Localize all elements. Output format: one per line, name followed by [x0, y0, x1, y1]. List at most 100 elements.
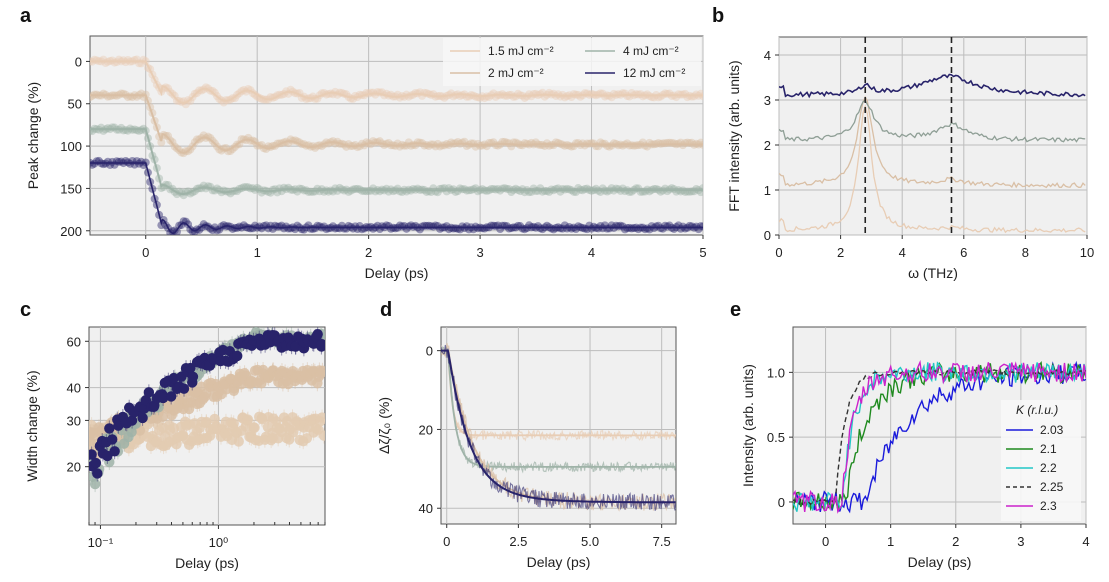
- data-point: [335, 224, 344, 233]
- panel-label-b: b: [712, 5, 724, 27]
- data-point: [215, 145, 224, 154]
- data-point: [92, 468, 103, 479]
- y-tick-label: 0: [764, 228, 771, 243]
- data-point: [429, 222, 438, 231]
- data-point: [233, 436, 244, 447]
- data-point: [598, 224, 607, 233]
- x-tick-label: 6: [960, 245, 967, 260]
- scatter-series: [89, 327, 325, 482]
- data-point: [190, 138, 199, 147]
- data-point: [418, 222, 427, 231]
- data-point: [157, 411, 169, 423]
- x-tick-label: 1: [887, 534, 894, 549]
- data-point: [328, 222, 337, 231]
- x-tick-label: 0: [775, 245, 782, 260]
- y-tick-label: 60: [67, 334, 81, 349]
- x-tick-label: 8: [1022, 245, 1029, 260]
- y-axis-label: FFT intensity (arb. units): [726, 60, 742, 211]
- x-tick-label: 0: [443, 534, 450, 549]
- data-point: [378, 222, 387, 231]
- y-tick-label: 40: [419, 501, 433, 516]
- data-point: [178, 383, 190, 394]
- y-tick-label: 150: [60, 181, 82, 196]
- legend-label: 2.3: [1040, 499, 1057, 513]
- plot-marks: [441, 343, 676, 512]
- data-point: [473, 224, 482, 233]
- legend-label: 2 mJ cm⁻²: [488, 66, 544, 80]
- data-point: [312, 328, 323, 340]
- legend: K (r.l.u.) 2.03 2.1 2.2 2.25 2.3: [1001, 400, 1081, 521]
- x-axis-label: Delay (ps): [527, 554, 591, 570]
- panel-e: e 0 1 2 3 4 0 0.5 1.0 Delay (ps) Intensity (arb. u…: [730, 299, 1090, 570]
- data-point: [99, 160, 108, 169]
- data-point: [663, 222, 672, 231]
- data-point: [594, 224, 603, 233]
- x-tick-label: 2: [365, 245, 372, 260]
- data-point: [547, 224, 556, 233]
- data-point: [208, 226, 217, 235]
- data-point: [316, 339, 325, 350]
- x-tick-label: 2.5: [509, 534, 527, 549]
- panel-c: c 10⁻¹ 10⁰ 20 30 40 60 Delay (ps) Width change (…: [20, 299, 326, 571]
- legend-label: 1.5 mJ cm⁻²: [488, 44, 554, 58]
- x-tick-label: 4: [1082, 534, 1089, 549]
- data-point: [184, 220, 193, 229]
- y-axis-label: Intensity (arb. units): [740, 364, 756, 487]
- data-point: [90, 457, 102, 469]
- panel-d: d 0 2.5 5.0 7.5 0 20 40 Delay (ps) Δζ/ζ₀ (%): [376, 299, 677, 570]
- data-point: [108, 157, 117, 166]
- data-point: [157, 184, 166, 193]
- data-point: [89, 449, 97, 460]
- series-line: [90, 94, 703, 154]
- x-tick-label: 4: [899, 245, 906, 260]
- x-axis-label: ω (THz): [908, 265, 958, 281]
- data-point: [699, 222, 703, 231]
- x-axis-label: Delay (ps): [908, 554, 972, 570]
- data-point: [627, 224, 636, 233]
- data-point: [351, 222, 360, 231]
- x-tick-label: 1: [254, 245, 261, 260]
- y-tick-label: 20: [67, 460, 81, 475]
- data-point: [360, 224, 369, 233]
- data-point: [391, 224, 400, 233]
- data-point: [681, 224, 690, 233]
- data-point: [518, 224, 527, 233]
- legend: 1.5 mJ cm⁻² 2 mJ cm⁻² 4 mJ cm⁻² 12 mJ cm⁻²: [443, 38, 701, 86]
- data-point: [340, 224, 349, 233]
- data-point: [652, 222, 661, 231]
- data-point: [253, 92, 262, 101]
- plot-area: [440, 326, 677, 525]
- data-point: [618, 222, 627, 231]
- data-point: [109, 446, 120, 457]
- data-point: [165, 391, 177, 402]
- y-tick-label: 100: [60, 139, 82, 154]
- panel-label-a: a: [20, 5, 32, 27]
- panel-label-d: d: [380, 299, 392, 321]
- data-point: [201, 222, 210, 231]
- legend-label: 12 mJ cm⁻²: [623, 66, 685, 80]
- data-point: [458, 222, 467, 231]
- data-point: [331, 224, 340, 233]
- legend-label: 2.2: [1040, 461, 1057, 475]
- data-point: [462, 222, 471, 231]
- data-point: [324, 224, 333, 233]
- data-point: [206, 224, 215, 233]
- data-point: [536, 224, 545, 233]
- legend-label: 2.1: [1040, 442, 1057, 456]
- fft-series-line: [779, 73, 1086, 99]
- legend-box: [1001, 400, 1081, 521]
- data-point: [505, 224, 514, 233]
- data-point: [556, 224, 565, 233]
- plot-marks: [89, 327, 325, 493]
- data-point: [449, 224, 458, 233]
- y-tick-label: 0.5: [767, 430, 785, 445]
- data-point: [301, 433, 313, 444]
- data-point: [195, 225, 204, 234]
- legend-label: 4 mJ cm⁻²: [623, 44, 679, 58]
- y-tick-label: 1.0: [767, 365, 785, 380]
- x-tick-label: 3: [1017, 534, 1024, 549]
- data-point: [206, 134, 215, 143]
- data-point: [563, 224, 572, 233]
- data-point: [656, 224, 665, 233]
